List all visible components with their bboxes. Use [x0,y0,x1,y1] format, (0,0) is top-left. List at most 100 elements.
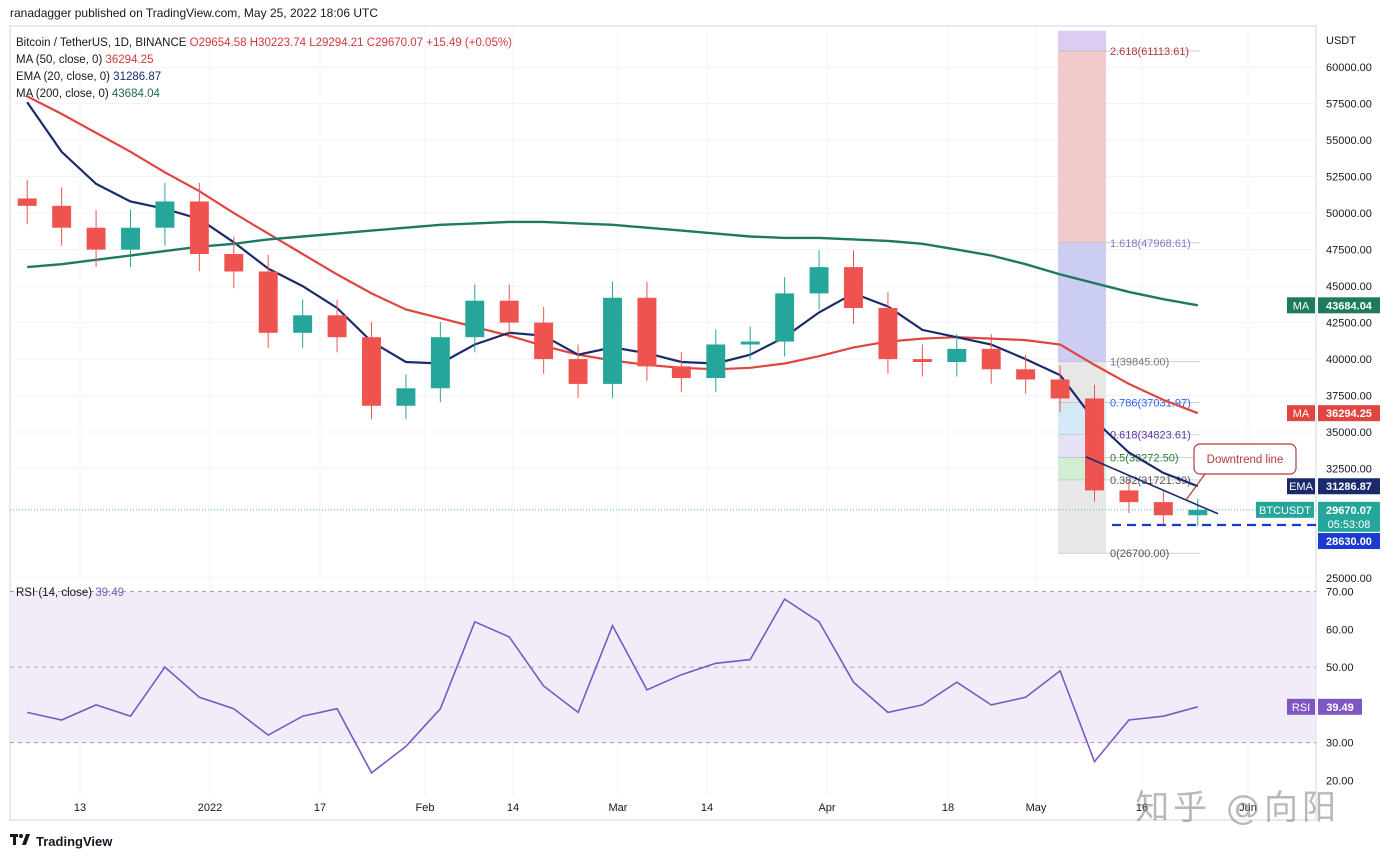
price-tick-label: 55000.00 [1326,135,1372,147]
price-tick-label: 50000.00 [1326,208,1372,220]
candle-body [465,300,485,338]
symbol-name: Bitcoin / TetherUS, 1D, BINANCE [16,37,187,49]
time-tick-label: Jun [1239,802,1257,814]
last-price-tag-box [1318,501,1380,532]
price-tags: MA 43684.04 MA 36294.25 EMA 31286.87 BTCUSDT 29… [1256,297,1380,715]
candle-body [293,315,313,333]
time-tick-label: 14 [701,802,713,814]
time-tick-label: 14 [507,802,519,814]
legend-ma50-row[interactable]: MA (50, close, 0) 36294.25 [16,52,512,69]
candle-body [499,300,519,323]
price-tick-label: 60000.00 [1326,62,1372,74]
legend-ma200-row[interactable]: MA (200, close, 0) 43684.04 [16,86,512,103]
fib-zone [1058,479,1106,554]
candle-body [396,388,416,406]
candle-body [1153,502,1173,516]
candle-body [1188,509,1208,516]
fib-zone [1058,242,1106,362]
candle-body [981,348,1001,370]
rsi-value: 39.49 [95,587,125,599]
indicator-tag-value: 43684.04 [1326,300,1373,312]
ma200-value: 43684.04 [111,88,160,100]
time-tick-label: Mar [609,802,628,814]
candle-body [844,267,863,308]
time-tick-label: Feb [416,802,435,814]
price-tick-label: 45000.00 [1326,281,1372,293]
rsi-line [27,597,1199,775]
candle-body [878,308,898,360]
time-tick-label: 2022 [198,802,222,814]
fib-level-label: 1.618(47968.61) [1110,238,1191,250]
rsi-tick-label: 50.00 [1326,662,1354,674]
candle-body [740,341,760,345]
candle-body [568,359,588,384]
rsi-tag-label: RSI [1292,702,1310,714]
fib-level-label: 2.618(61113.61) [1110,46,1189,58]
fib-zone [1058,50,1106,243]
indicator-tag-value: 31286.87 [1326,481,1372,493]
time-tick-label: 17 [314,802,326,814]
candle-body [327,315,347,338]
candle-body [947,348,967,362]
rsi-tick-label: 20.00 [1326,775,1354,787]
footer-brand[interactable]: TradingView [10,833,112,849]
price-tick-label: 25000.00 [1326,573,1372,585]
fib-zone [1058,30,1106,51]
candle-body [603,297,622,384]
ema20-label: EMA (20, close, 0) [16,71,110,83]
support-tag-value: 28630.00 [1326,536,1372,548]
candle-body [121,227,140,250]
legend-ema20-row[interactable]: EMA (20, close, 0) 31286.87 [16,69,512,86]
candle-body [362,337,381,406]
rsi-label: RSI (14, close) [16,587,93,599]
indicator-tag-label: MA [1293,300,1310,312]
last-price-tag-value: 29670.07 [1326,505,1372,517]
candle-body [671,366,691,379]
candle-body [809,267,829,294]
indicator-tag-box [1287,405,1315,422]
price-tick-label: 32500.00 [1326,464,1372,476]
rsi-legend[interactable]: RSI (14, close) 39.49 [16,587,124,599]
candle-body [17,198,37,206]
candle-body [189,201,209,254]
fibonacci-zones: 2.618(61113.61) 1.618(47968.61) 1(39845.00… [1058,30,1200,560]
time-tick-label: Apr [818,802,835,814]
ohlc-values: O29654.58 H30223.74 L29294.21 C29670.07 … [189,37,512,49]
indicator-tag-box [1287,297,1315,314]
price-tick-label: 42500.00 [1326,318,1372,330]
downtrend-callout-label: Downtrend line [1207,454,1284,466]
price-tick-label: 57500.00 [1326,99,1372,111]
fib-level-label: 1(39845.00) [1110,356,1169,368]
rsi-tick-label: 30.00 [1326,738,1354,750]
countdown-label: 05:53:08 [1328,519,1371,531]
tradingview-logo-icon [10,833,30,849]
candle-body [1085,398,1104,491]
price-tick-label: 52500.00 [1326,172,1372,184]
ma50-label: MA (50, close, 0) [16,54,103,66]
indicator-tag-value-box [1318,405,1380,422]
price-axis-unit: USDT [1326,35,1356,47]
candle-body [1050,379,1070,399]
rsi-tag-box [1287,698,1315,715]
fib-level-label: 0(26700.00) [1110,548,1169,560]
ema20-value: 31286.87 [113,71,162,83]
time-tick-label: 13 [74,802,86,814]
candle-body [912,359,932,362]
indicator-tag-label: EMA [1289,481,1314,493]
candle-body [430,337,450,389]
time-tick-label: 16 [1136,802,1148,814]
candle-body [706,344,726,379]
price-tick-label: 47500.00 [1326,245,1372,257]
legend-symbol-row[interactable]: Bitcoin / TetherUS, 1D, BINANCE O29654.5… [16,35,512,52]
time-tick-label: May [1026,802,1047,814]
fib-level-label: 0.382(31721.39) [1110,475,1191,487]
symbol-tag-label: BTCUSDT [1259,505,1311,517]
candle-body [637,297,657,367]
fib-level-label: 0.5(33272.50) [1110,452,1179,464]
candle-body [1016,369,1036,380]
downtrend-line [1085,456,1219,515]
indicator-tag-value: 36294.25 [1326,408,1372,420]
indicator-tag-label: MA [1293,408,1310,420]
